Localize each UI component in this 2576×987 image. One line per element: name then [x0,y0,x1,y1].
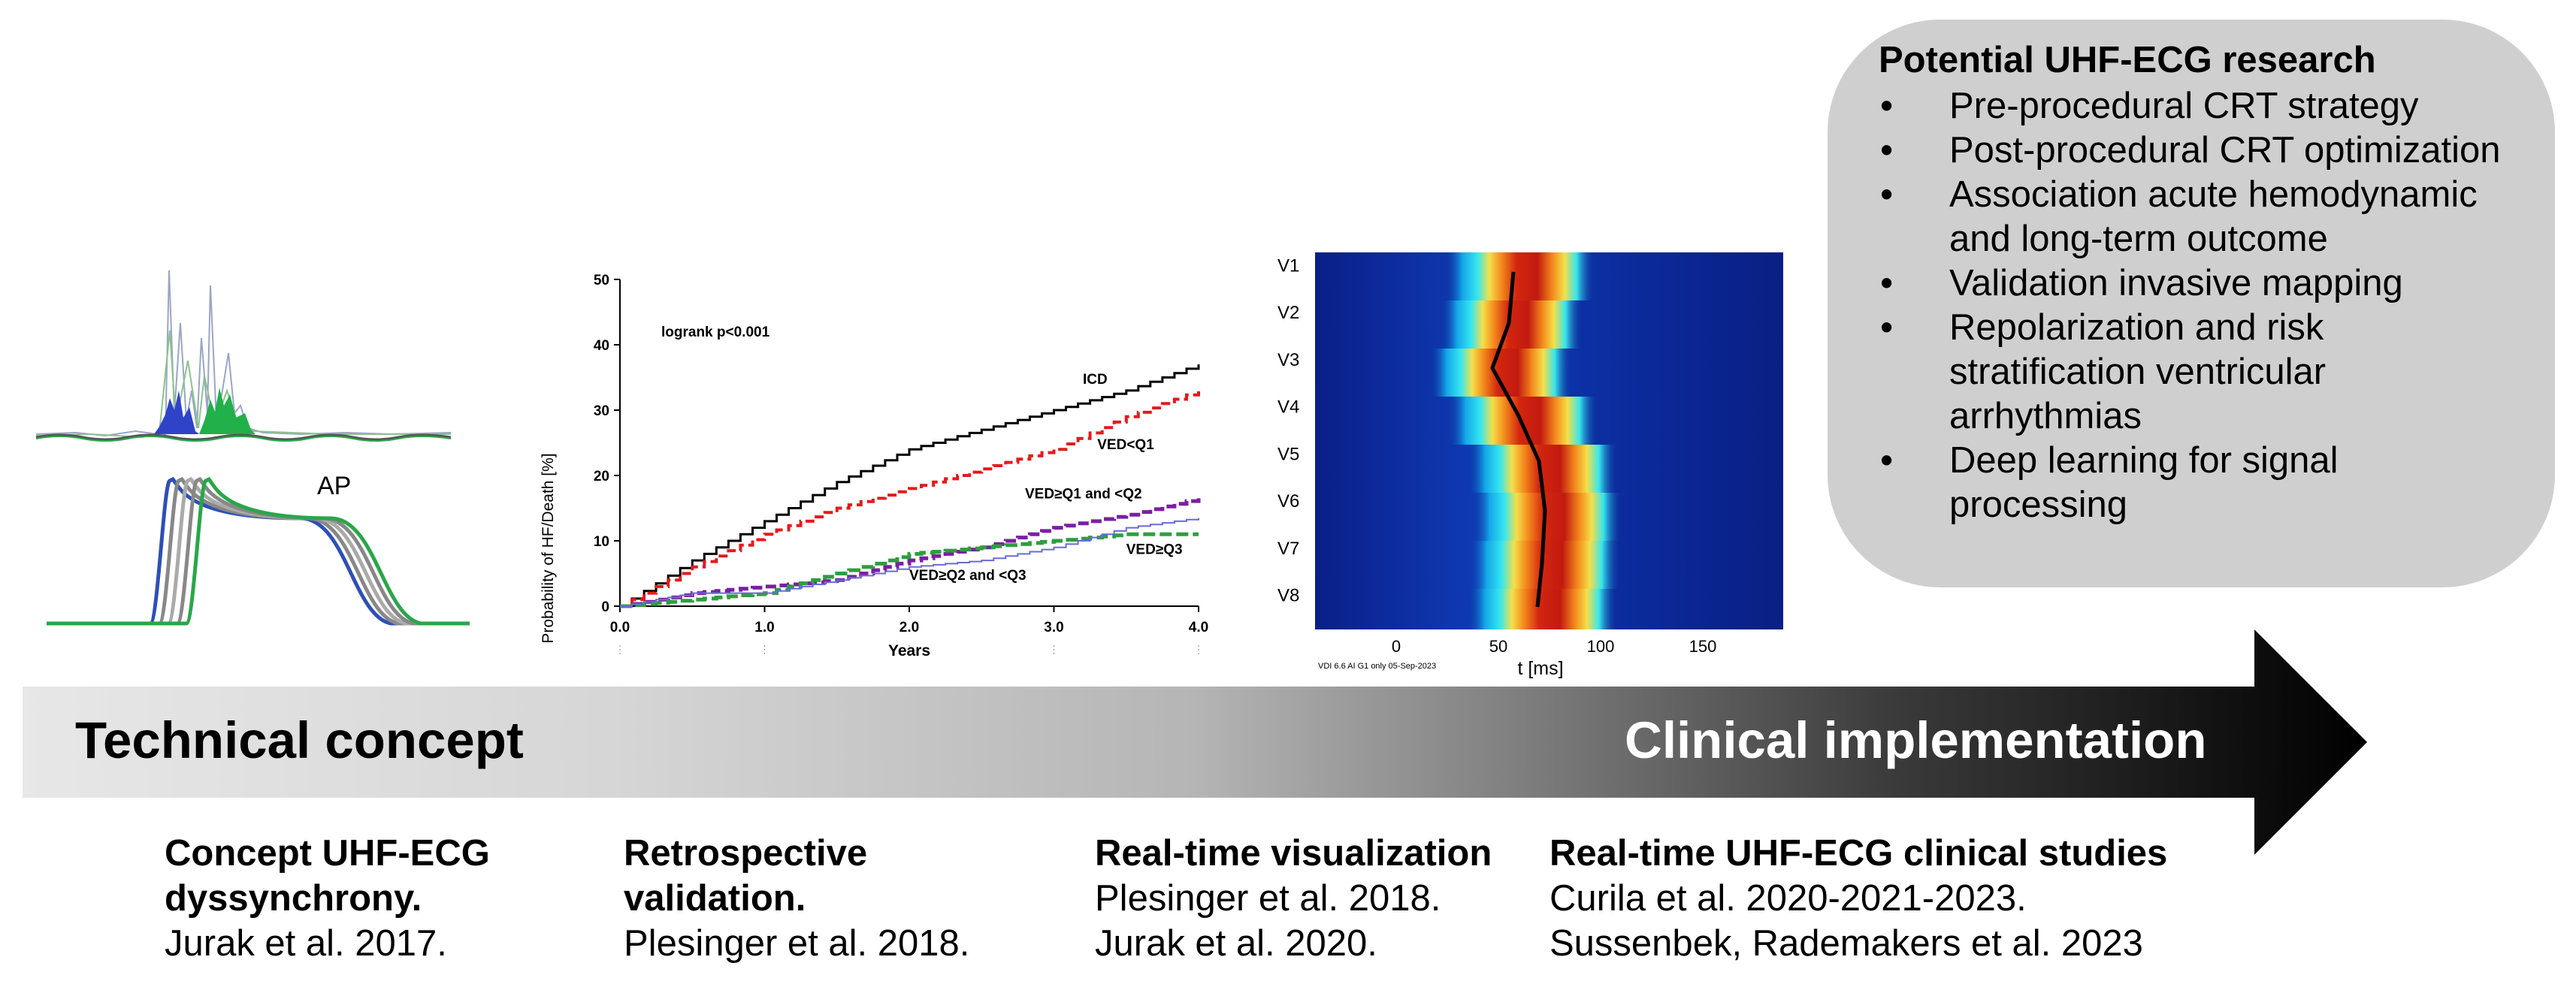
milestone-ref: Plesinger et al. 2018. [624,923,970,964]
heatmap-lead-label: V4 [1277,397,1299,418]
heatmap-lead-labels: V1 V2 V3 V4 V5 V6 V7 V8 [1277,255,1299,605]
arrow-label-clinical: Clinical implementation [1625,711,2207,769]
milestone-ref: Plesinger et al. 2018. [1095,878,1441,919]
km-y-tick-label: 40 [594,338,609,354]
bullet: • [1880,440,1894,481]
km-axes: 0 10 20 30 40 50 0.0 1.0 2.0 3.0 4.0 [594,273,1208,656]
research-item: • Deep learning for signal processing [1880,440,2339,525]
research-list: • Pre-procedural CRT strategy • Post-proce… [1879,84,2525,527]
heatmap-x-axis-label: t [ms] [1517,658,1563,679]
heatmap-lead-label: V6 [1277,491,1299,512]
heatmap-x-tick-label: 150 [1689,637,1717,656]
heatmap-lead-label: V7 [1277,539,1299,559]
bullet: • [1880,263,1894,303]
heatmap-footnote: VDI 6.6 AI G1 only 05-Sep-2023 [1318,662,1436,671]
heatmap-lead-label: V5 [1277,444,1299,464]
km-logrank-annotation: logrank p<0.001 [661,324,770,340]
km-x-tick-label: 0.0 [610,620,630,635]
milestone-3: Real-time visualization Plesinger et al.… [1095,831,1546,966]
km-x-tick-label: 3.0 [1044,620,1063,635]
research-item: • Repolarization and risk stratification … [1880,307,2327,436]
km-series-line [620,364,1200,608]
km-x-tick-label: 1.0 [754,620,774,635]
km-series-label-icd: ICD [1083,372,1108,388]
km-y-tick-label: 50 [594,273,609,288]
km-series-line [620,498,1201,608]
timeline-arrow [23,629,2367,855]
bullet: • [1880,86,1894,126]
arrow-label-technical: Technical concept [75,711,524,769]
km-y-tick-label: 10 [594,534,609,550]
action-potential-curves [47,476,470,626]
research-item: • Validation invasive mapping [1879,261,2525,306]
km-y-axis-label: Probability of HF/Death [%] [540,453,557,643]
milestone-ref: Curila et al. 2020-2021-2023. [1550,878,2027,919]
km-x-tick-label: 4.0 [1189,620,1208,635]
milestone-ref: Jurak et al. 2020. [1095,923,1377,964]
km-series-label-q1: VED<Q1 [1097,437,1154,453]
milestone-ref: Jurak et al. 2017. [165,923,447,964]
research-title: Potential UHF-ECG research [1879,40,2376,80]
ecg-traces [35,270,452,442]
milestone-title: Real-time UHF-ECG clinical studies [1550,833,2168,874]
milestone-1: Concept UHF-ECG dyssynchrony. Jurak et a… [165,831,585,966]
km-y-tick-label: 20 [594,469,609,484]
km-series-label-q3: VED≥Q3 [1126,542,1183,557]
uhf-ecg-heatmap-panel: V1 V2 V3 V4 V5 V6 V7 V8 0 50 100 150 t [ms] VDI 6.… [1277,252,1783,679]
research-item: • Post-procedural CRT optimization [1879,128,2525,173]
km-y-tick-label: 0 [601,599,609,615]
milestone-title: Real-time visualization [1095,833,1492,874]
heatmap-lead-label: V3 [1277,350,1299,370]
heatmap-x-tick-label: 50 [1489,637,1507,656]
km-x-axis-label: Years [888,642,930,660]
heatmap-lead-label: V2 [1277,303,1299,323]
heatmap-lead-label: V1 [1277,255,1299,276]
km-series-line [620,518,1199,607]
ap-waveform-panel: AP [35,270,470,626]
km-series-label-q2q3: VED≥Q2 and <Q3 [909,568,1026,584]
km-y-tick-label: 30 [594,403,609,419]
heatmap-x-tick-label: 0 [1392,637,1401,656]
milestone-title: Retrospective validation. [624,833,868,919]
km-series-line [620,532,1199,608]
heatmap-x-tick-label: 100 [1587,637,1615,656]
research-box: Potential UHF-ECG research • Pre-procedur… [1828,20,2555,587]
km-series-lines [620,364,1201,608]
heatmap-activation-line [1490,271,1547,608]
ap-label: AP [317,472,351,500]
heatmap-lead-label: V8 [1277,586,1299,606]
research-item: • Pre-procedural CRT strategy [1879,84,2525,128]
research-item: • Association acute hemodynamic and long-… [1880,174,2478,259]
bullet: • [1880,130,1894,171]
bullet: • [1880,307,1894,348]
km-x-tick-label: 2.0 [899,620,919,635]
milestone-4: Real-time UHF-ECG clinical studies Curil… [1550,831,2301,966]
milestone-2: Retrospective validation. Plesinger et a… [624,831,1045,966]
km-series-label-q1q2: VED≥Q1 and <Q2 [1025,486,1142,502]
km-survival-chart: Probability of HF/Death [%] Years logran… [540,273,1208,660]
bullet: • [1880,174,1894,215]
km-series-labels: ICD VED<Q1 VED≥Q1 and <Q2 VED≥Q3 VED≥Q2 and … [909,372,1183,584]
milestone-title: Concept UHF-ECG dyssynchrony. [165,833,490,919]
km-series-line [620,390,1200,608]
heatmap-x-ticks: 0 50 100 150 [1392,637,1716,656]
milestone-ref: Sussenbek, Rademakers et al. 2023 [1550,923,2143,964]
